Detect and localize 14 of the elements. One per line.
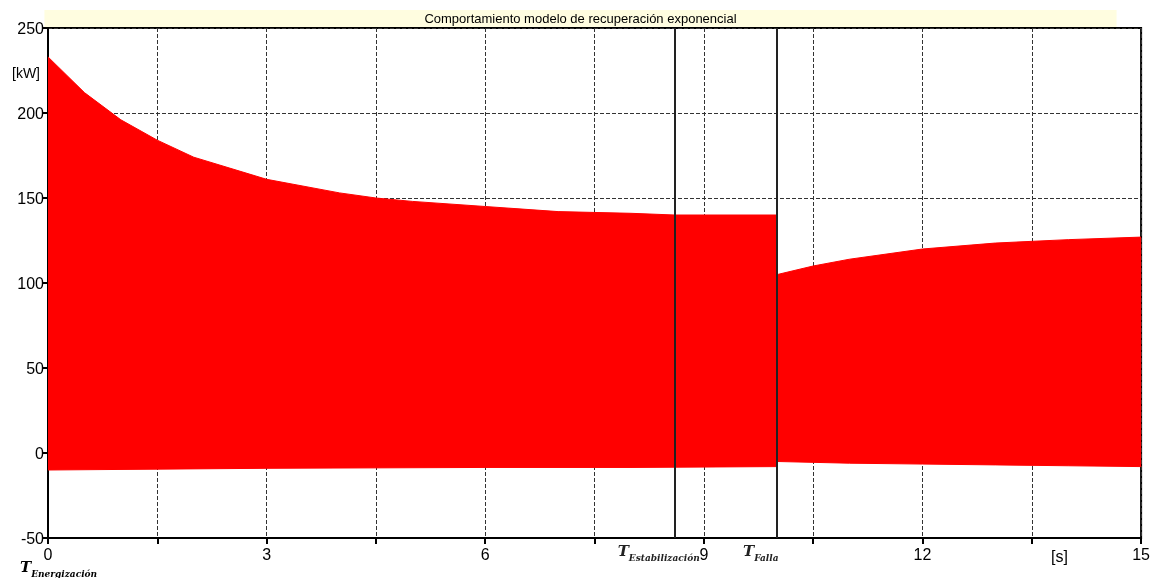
- x-tick-label: 15: [1132, 545, 1151, 563]
- y-tick-label: 100: [17, 274, 45, 292]
- y-tick-label: 200: [17, 104, 45, 122]
- y-tick-label: 150: [17, 189, 45, 207]
- x-tick-label: 9: [699, 545, 709, 563]
- y-tick-label: 50: [26, 359, 45, 377]
- chart-title: Comportamiento modelo de recuperación exponencial: [424, 11, 737, 26]
- y-tick-label: 250: [17, 19, 45, 37]
- x-tick-label: 6: [480, 545, 490, 563]
- y-tick-label: -50: [20, 529, 45, 547]
- x-tick-label: 3: [262, 545, 272, 563]
- y-axis-title: [kW]: [12, 65, 40, 81]
- x-axis-title: [s]: [1051, 547, 1068, 565]
- x-tick-label: 12: [913, 545, 932, 563]
